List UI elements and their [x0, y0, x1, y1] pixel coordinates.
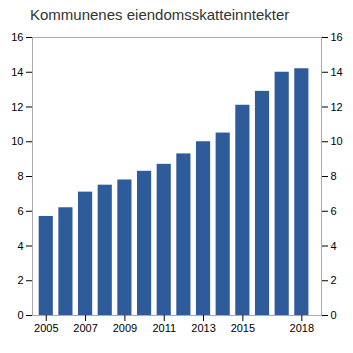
svg-text:2013: 2013 [191, 322, 215, 334]
svg-text:4: 4 [331, 240, 337, 252]
html-text:Kommunenes eiendomsskatteinnte: Kommunenes eiendomsskatteinntekter [30, 6, 290, 23]
svg-text:16: 16 [331, 31, 343, 43]
svg-text:10: 10 [331, 135, 343, 147]
svg-text:2: 2 [17, 274, 23, 286]
svg-text:12: 12 [331, 101, 343, 113]
svg-text:16: 16 [11, 31, 23, 43]
svg-text:0: 0 [331, 309, 337, 321]
svg-text:8: 8 [331, 170, 337, 182]
svg-text:0: 0 [17, 309, 23, 321]
svg-text:4: 4 [17, 240, 23, 252]
svg-text:10: 10 [11, 135, 23, 147]
svg-text:12: 12 [11, 101, 23, 113]
svg-text:2: 2 [331, 274, 337, 286]
svg-text:14: 14 [331, 66, 343, 78]
svg-text:2005: 2005 [34, 322, 58, 334]
svg-text:2015: 2015 [231, 322, 255, 334]
svg-text:2009: 2009 [113, 322, 137, 334]
svg-text:2018: 2018 [290, 322, 314, 334]
svg-text:14: 14 [11, 66, 23, 78]
svg-text:2007: 2007 [73, 322, 97, 334]
svg-text:8: 8 [17, 170, 23, 182]
svg-text:6: 6 [331, 205, 337, 217]
svg-text:2011: 2011 [152, 322, 176, 334]
svg-text:6: 6 [17, 205, 23, 217]
